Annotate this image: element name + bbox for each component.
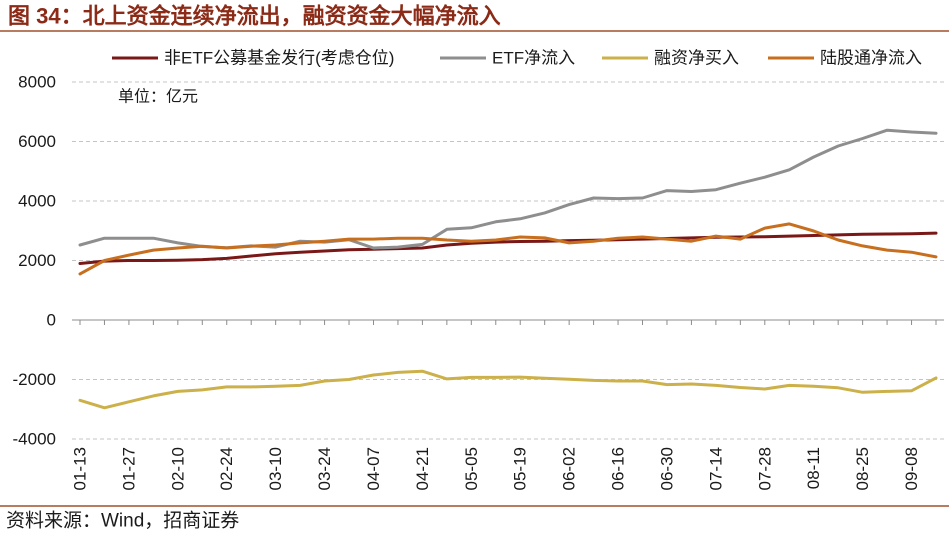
series-line-non-etf-fund-issuance (78, 231, 938, 265)
x-tick-label: 08-11 (804, 447, 823, 489)
series-lines (78, 128, 938, 410)
legend-item-etf-net-inflow: ETF净流入 (440, 49, 575, 68)
y-axis: 8000 6000 4000 2000 0 -2000 -4000 (13, 73, 56, 449)
x-tick-label: 04-21 (413, 447, 432, 490)
legend-label: 非ETF公募基金发行(考虑仓位) (164, 49, 394, 68)
x-axis: 01-13 01-27 02-10 02-24 03-10 03-24 04-07 04-21… (71, 319, 944, 490)
gridlines (72, 81, 944, 440)
y-tick-label: 8000 (18, 73, 56, 92)
figure-source: 资料来源：Wind，招商证券 (6, 510, 239, 532)
y-tick-label: 6000 (18, 132, 56, 151)
x-tick-label: 06-02 (560, 447, 579, 490)
x-tick-label: 03-24 (315, 447, 334, 490)
x-tick-label: 04-07 (364, 447, 383, 490)
legend-item-northbound-net-inflow: 陆股通净流入 (768, 49, 922, 68)
x-tick-label: 05-05 (462, 447, 481, 490)
y-tick-label: 4000 (18, 192, 56, 211)
legend: 非ETF公募基金发行(考虑仓位) ETF净流入 融资净买入 陆股通净流入 (112, 49, 922, 68)
x-tick-label: 01-27 (119, 447, 138, 490)
x-tick-label: 06-16 (609, 447, 628, 490)
series-line-margin-net-buy (78, 369, 938, 410)
y-tick-label: -4000 (13, 430, 56, 449)
x-tick-label: 02-24 (217, 447, 236, 490)
y-tick-label: 0 (47, 311, 56, 330)
legend-item-non-etf-fund-issuance: 非ETF公募基金发行(考虑仓位) (112, 49, 394, 68)
x-tick-label: 03-10 (266, 447, 285, 490)
x-tick-label: 02-10 (168, 447, 187, 490)
x-tick-label: 08-25 (853, 447, 872, 490)
unit-label: 单位：亿元 (118, 88, 198, 106)
y-tick-label: 2000 (18, 251, 56, 270)
legend-label: 陆股通净流入 (820, 49, 922, 68)
x-tick-label: 01-13 (71, 447, 90, 490)
legend-label: ETF净流入 (492, 49, 575, 68)
y-tick-label: -2000 (13, 370, 56, 389)
x-tick-label: 05-19 (511, 447, 530, 490)
figure-title: 图 34：北上资金连续净流出，融资资金大幅净流入 (8, 4, 501, 29)
series-line-northbound-net-inflow (78, 222, 938, 276)
x-tick-label: 07-28 (755, 447, 774, 490)
x-tick-label: 09-08 (902, 447, 921, 490)
legend-item-margin-net-buy: 融资净买入 (602, 49, 739, 68)
legend-label: 融资净买入 (654, 49, 739, 68)
x-tick-label: 06-30 (657, 447, 676, 490)
x-tick-label: 07-14 (706, 447, 725, 490)
